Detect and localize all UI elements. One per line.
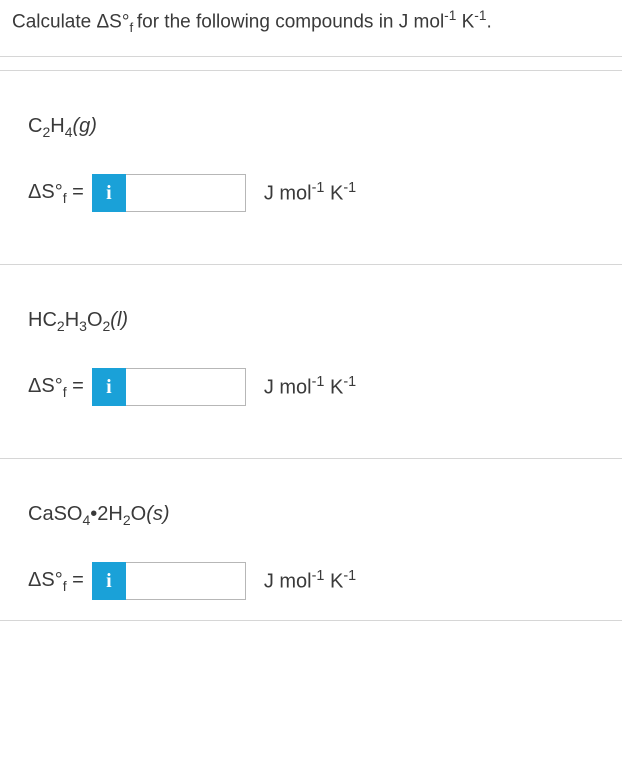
u3a: J mol [264,571,312,593]
u2d: -1 [343,374,356,390]
f3-s1: 2 [123,512,131,528]
f2-p2: O [87,309,103,331]
input-group-2: i [92,368,246,406]
info-icon[interactable]: i [92,174,126,212]
input-group-3: i [92,562,246,600]
compound-formula-1: C2H4(g) [28,115,610,140]
f2-state: (l) [110,309,128,331]
answer-row-1: ΔS°f = i J mol-1 K-1 [28,174,610,212]
answer-label-3: ΔS°f = [28,569,84,594]
f3-p2: O [131,503,147,525]
u2a: J mol [264,377,312,399]
answer-label-2: ΔS°f = [28,375,84,400]
u1d: -1 [343,180,356,196]
answer-label-1: ΔS°f = [28,181,84,206]
answer-row-2: ΔS°f = i J mol-1 K-1 [28,368,610,406]
unit-label-3: J mol-1 K-1 [264,568,356,594]
question-prompt: Calculate ΔS°f for the following compoun… [0,0,622,57]
prompt-text-3: K [456,11,474,32]
input-group-1: i [92,174,246,212]
u3c: K [324,571,343,593]
prompt-sub: f [129,20,136,35]
compound-formula-3: CaSO4•2H2O(s) [28,503,610,528]
answer-row-3: ΔS°f = i J mol-1 K-1 [28,562,610,600]
prompt-text-2: for the following compounds in J mol [137,11,444,32]
question-block-2: HC2H3O2(l) ΔS°f = i J mol-1 K-1 [0,265,622,459]
f1-s1: 4 [65,124,73,140]
compound-formula-2: HC2H3O2(l) [28,309,610,334]
f3-dot: •2H [90,503,123,525]
f3-p0: CaSO [28,503,82,525]
u3d: -1 [343,568,356,584]
unit-label-2: J mol-1 K-1 [264,374,356,400]
lbl3a: ΔS° [28,569,63,591]
prompt-sup1: -1 [444,8,456,23]
f1-state: (g) [73,115,97,137]
f2-p1: H [65,309,79,331]
lbl2a: ΔS° [28,375,63,397]
info-icon[interactable]: i [92,562,126,600]
prompt-text-4: . [486,11,491,32]
unit-label-1: J mol-1 K-1 [264,180,356,206]
question-block-1: C2H4(g) ΔS°f = i J mol-1 K-1 [0,71,622,265]
prompt-text-1: Calculate ΔS° [12,11,129,32]
info-icon[interactable]: i [92,368,126,406]
u2b: -1 [312,374,325,390]
f2-s1: 3 [79,318,87,334]
answer-input-2[interactable] [126,368,246,406]
answer-input-3[interactable] [126,562,246,600]
lbl3c: = [67,569,84,591]
lbl1a: ΔS° [28,181,63,203]
f3-state: (s) [146,503,169,525]
u1b: -1 [312,180,325,196]
prompt-sup2: -1 [474,8,486,23]
f2-s0: 2 [57,318,65,334]
u2c: K [324,377,343,399]
lbl2c: = [67,375,84,397]
u1c: K [324,183,343,205]
question-block-3: CaSO4•2H2O(s) ΔS°f = i J mol-1 K-1 [0,459,622,621]
f1-p0: C [28,115,42,137]
f2-p0: HC [28,309,57,331]
u1a: J mol [264,183,312,205]
divider-spacer [0,57,622,71]
answer-input-1[interactable] [126,174,246,212]
lbl1c: = [67,181,84,203]
f1-p1: H [50,115,64,137]
u3b: -1 [312,568,325,584]
